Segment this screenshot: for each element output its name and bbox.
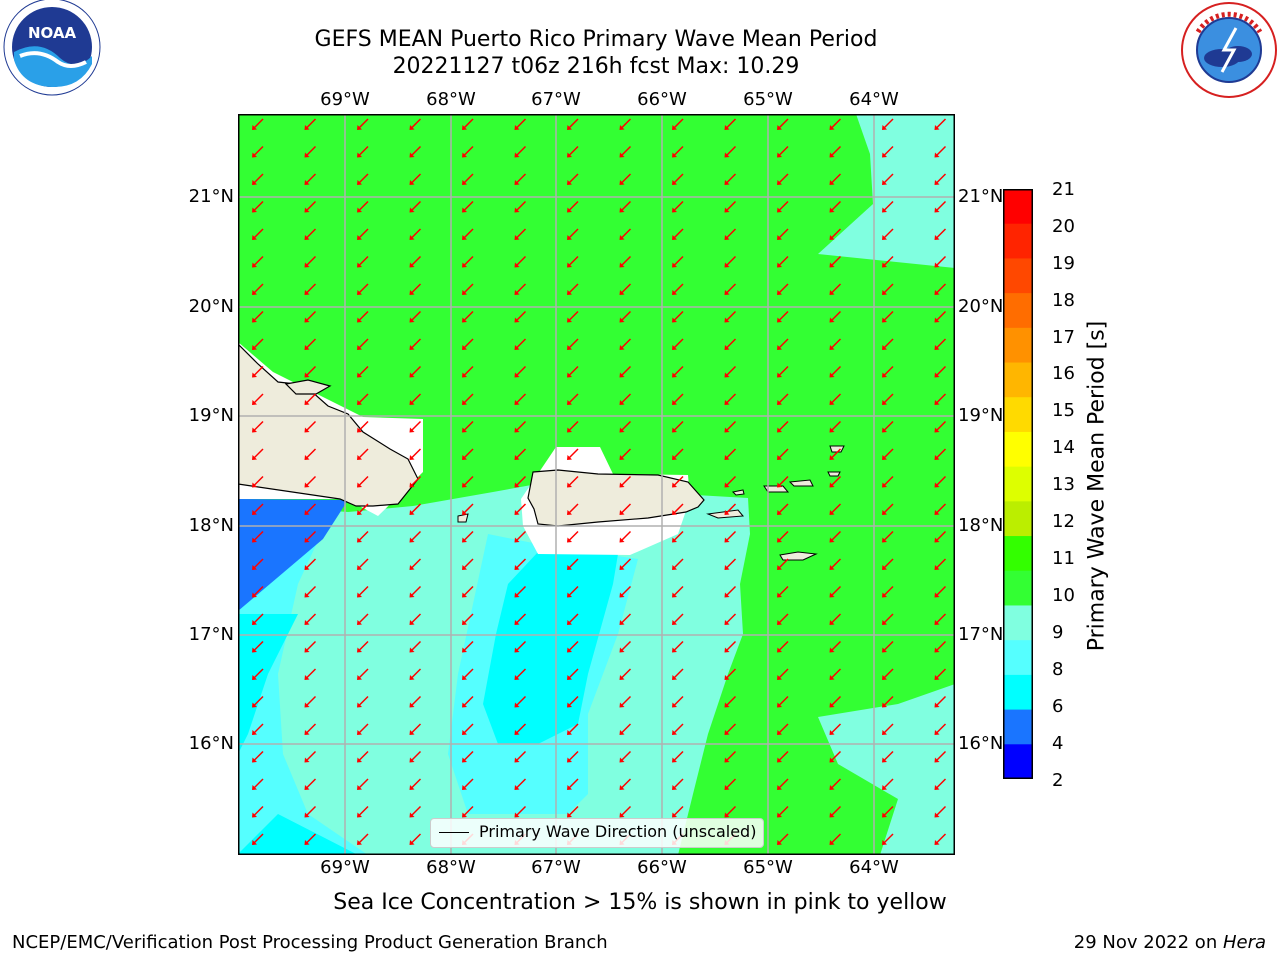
colorbar-swatch — [1003, 328, 1033, 363]
chart-subtitle: 20221127 t06z 216h fcst Max: 10.29 — [0, 54, 1192, 79]
lon-tick-top: 64°W — [834, 89, 914, 110]
colorbar-swatch — [1003, 675, 1033, 710]
colorbar-swatch — [1003, 293, 1033, 328]
lon-tick-top: 68°W — [411, 89, 491, 110]
colorbar-tick: 4 — [1052, 734, 1063, 754]
colorbar-title: Primary Wave Mean Period [s] — [1085, 321, 1110, 652]
colorbar-tick: 13 — [1052, 475, 1075, 495]
colorbar-tick: 20 — [1052, 217, 1075, 237]
footer-branch: NCEP/EMC/Verification Post Processing Pr… — [12, 932, 608, 953]
lat-tick-left: 21°N — [174, 186, 234, 207]
lat-tick-right: 16°N — [958, 733, 1003, 754]
lon-tick-bottom: 67°W — [516, 857, 596, 878]
colorbar-swatch — [1003, 536, 1033, 571]
colorbar-swatch — [1003, 501, 1033, 536]
svg-text:NOAA: NOAA — [28, 24, 77, 42]
lat-tick-left: 16°N — [174, 733, 234, 754]
colorbar-tick: 2 — [1052, 771, 1063, 791]
chart-title: GEFS MEAN Puerto Rico Primary Wave Mean … — [0, 27, 1192, 52]
lon-tick-bottom: 65°W — [728, 857, 808, 878]
colorbar — [1003, 189, 1033, 779]
lon-tick-bottom: 69°W — [305, 857, 385, 878]
colorbar-swatch — [1003, 432, 1033, 467]
colorbar-swatch — [1003, 710, 1033, 745]
colorbar-swatch — [1003, 397, 1033, 432]
lon-tick-bottom: 68°W — [411, 857, 491, 878]
colorbar-tick: 12 — [1052, 512, 1075, 532]
nws-logo — [1178, 0, 1280, 100]
noaa-logo: NOAA — [0, 0, 108, 108]
lat-tick-right: 17°N — [958, 624, 1003, 645]
colorbar-swatch — [1003, 189, 1033, 224]
map-legend: Primary Wave Direction (unscaled) — [430, 818, 764, 848]
colorbar-swatch — [1003, 744, 1033, 779]
colorbar-tick: 18 — [1052, 291, 1075, 311]
colorbar-tick: 21 — [1052, 180, 1075, 200]
colorbar-tick: 16 — [1052, 364, 1075, 384]
colorbar-swatch — [1003, 605, 1033, 640]
lon-tick-bottom: 66°W — [622, 857, 702, 878]
footer-host: Hera — [1223, 932, 1266, 953]
colorbar-tick: 8 — [1052, 660, 1063, 680]
footer-date: 29 Nov 2022 on Hera — [1074, 932, 1266, 953]
colorbar-swatch — [1003, 467, 1033, 502]
colorbar-tick: 14 — [1052, 438, 1075, 458]
lat-tick-right: 21°N — [958, 186, 1003, 207]
colorbar-tick: 10 — [1052, 586, 1075, 606]
lat-tick-left: 17°N — [174, 624, 234, 645]
lon-tick-bottom: 64°W — [834, 857, 914, 878]
colorbar-swatch — [1003, 224, 1033, 259]
lon-tick-top: 67°W — [516, 89, 596, 110]
colorbar-swatch — [1003, 363, 1033, 398]
lat-tick-right: 19°N — [958, 405, 1003, 426]
lat-tick-right: 18°N — [958, 515, 1003, 536]
lon-tick-top: 69°W — [305, 89, 385, 110]
lat-tick-left: 20°N — [174, 296, 234, 317]
colorbar-tick: 6 — [1052, 697, 1063, 717]
legend-label: Primary Wave Direction (unscaled) — [479, 822, 756, 841]
lon-tick-top: 65°W — [728, 89, 808, 110]
legend-line — [439, 832, 469, 833]
colorbar-swatch — [1003, 640, 1033, 675]
colorbar-swatch — [1003, 258, 1033, 293]
map-panel: Primary Wave Direction (unscaled) — [238, 114, 955, 855]
colorbar-tick: 9 — [1052, 623, 1063, 643]
footer-date-text: 29 Nov 2022 on — [1074, 932, 1223, 953]
wave-period-map — [238, 114, 955, 855]
colorbar-swatch — [1003, 571, 1033, 606]
colorbar-tick: 11 — [1052, 549, 1075, 569]
colorbar-tick: 19 — [1052, 254, 1075, 274]
lat-tick-left: 18°N — [174, 515, 234, 536]
colorbar-tick: 17 — [1052, 328, 1075, 348]
lon-tick-top: 66°W — [622, 89, 702, 110]
colorbar-tick: 15 — [1052, 401, 1075, 421]
lat-tick-left: 19°N — [174, 405, 234, 426]
sea-ice-caption: Sea Ice Concentration > 15% is shown in … — [0, 890, 1280, 915]
colorbar-swatches — [1003, 189, 1033, 779]
lat-tick-right: 20°N — [958, 296, 1003, 317]
